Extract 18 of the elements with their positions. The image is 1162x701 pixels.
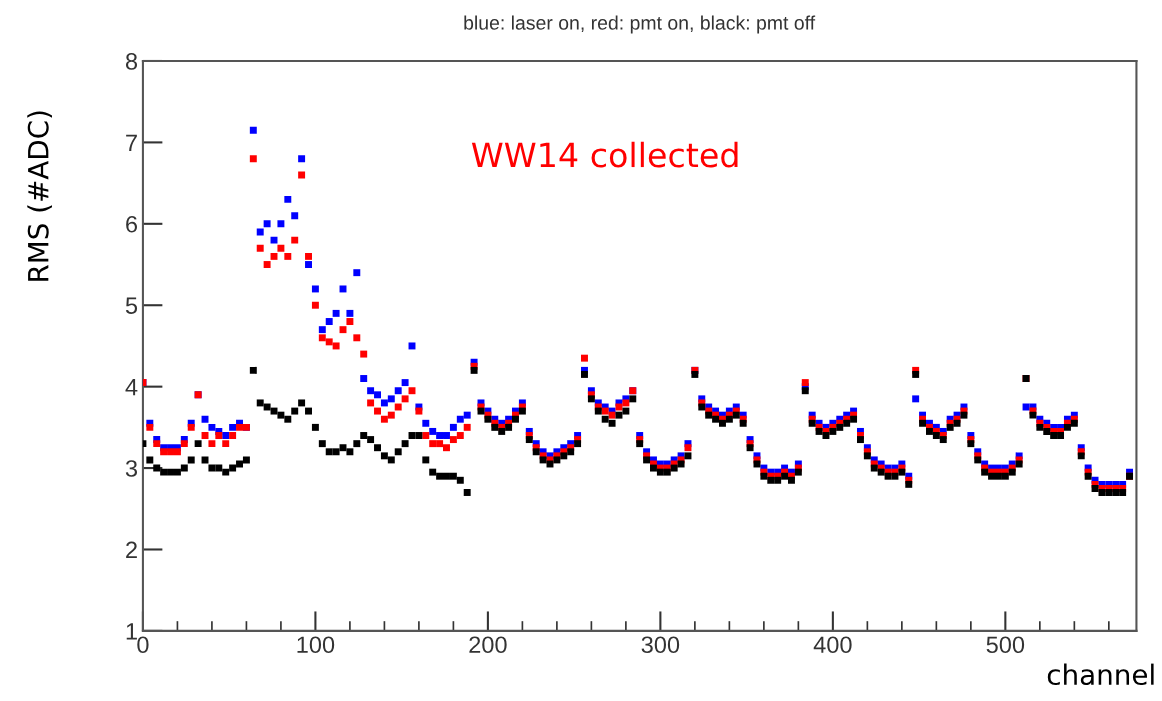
- x-tick-label: 500: [986, 636, 1025, 654]
- x-tick-label: 400: [813, 636, 852, 654]
- y-tick-label: 5: [125, 297, 138, 315]
- x-tick-label: 200: [469, 636, 507, 654]
- y-tick-label: 4: [125, 378, 138, 396]
- annotation: WW14 collected: [471, 141, 738, 168]
- x-tick-label: 0: [137, 636, 149, 654]
- y-tick-label: 2: [126, 541, 137, 559]
- chart-title: blue: laser on, red: pmt on, black: pmt off: [464, 15, 816, 34]
- y-tick-label: 3: [125, 460, 138, 477]
- y-tick-label: 6: [126, 215, 138, 233]
- y-tick-label: 8: [125, 53, 138, 70]
- y-tick-label: 1: [126, 623, 137, 640]
- y-tick-label: 7: [126, 134, 137, 151]
- y-axis-title: RMS (#ADC): [27, 111, 52, 281]
- x-axis-title: channel: [1047, 663, 1154, 686]
- x-tick-label: 300: [641, 636, 680, 654]
- x-tick-label: 100: [297, 636, 335, 654]
